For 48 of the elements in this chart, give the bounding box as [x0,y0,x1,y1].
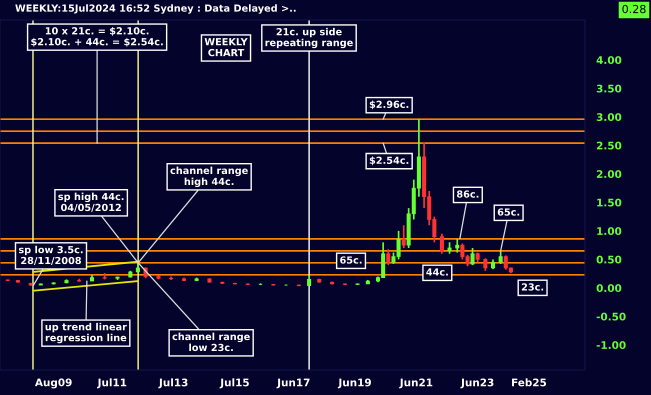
x-tick-label: Aug09 [34,378,72,388]
x-tick-label: Jun21 [399,378,432,388]
y-tick-label: -1.00 [596,341,626,350]
y-tick-label: 4.00 [596,56,622,64]
y-tick-label: 3.50 [596,84,622,93]
annotation: 86c. [456,190,478,198]
annotation: sp low 3.5c. 28/11/2008 [18,246,83,265]
annotation: 23c. [522,283,544,291]
annotation: 65c. [498,208,520,216]
chart-title: WEEKLY:15Jul2024 16:52 Sydney : Data Delayed >.. [15,4,296,14]
candlestick [455,238,460,254]
x-tick-label: Jun17 [276,378,310,388]
candlestick [476,252,480,264]
x-tick-label: Jun23 [460,378,494,388]
annotation: 10 x 21c. = $2.10c. $2.10c. + 44c. = $2.54c. [31,26,163,47]
candlestick [402,224,406,249]
candlestick [490,258,496,270]
annotation: channel range high 44c. [170,166,248,188]
candlestick [470,247,475,266]
annotation: 44c. [426,268,448,276]
y-tick-label: 2.50 [596,142,622,150]
y-tick-label: 0.50 [596,256,622,264]
annotation: 65c. [340,256,362,264]
annotation: sp high 44c. 04/05/2012 [58,192,124,212]
y-tick-label: 2.00 [596,170,622,178]
candlestick [440,232,444,255]
y-tick-label: 0.00 [596,284,622,292]
y-tick-label: 3.00 [596,113,622,122]
y-tick-label: 1.00 [597,227,622,236]
y-tick-label: 1.50 [597,198,622,207]
x-tick-label: Feb25 [512,378,546,386]
x-tick-label: Jul11 [97,378,126,388]
candlestick [498,250,503,265]
text: 0.28 [622,4,646,14]
annotation: channel range low 23c. [172,332,250,352]
candlestick [386,248,390,266]
candlestick [448,241,452,255]
candlestick [307,274,312,286]
annotation: up trend linear regression line [46,322,127,344]
annotation: $2.96c. [370,100,408,110]
annotation: $2.54c. [370,156,408,166]
y-tick-label: -0.50 [596,312,626,321]
x-tick-label: Jul15 [220,378,249,388]
x-tick-label: Jun19 [338,378,371,388]
annotation: WEEKLY CHART [204,38,248,56]
annotation: 21c. up side repeating range [266,28,353,48]
x-tick-label: Jul13 [158,378,188,388]
candlestick [483,257,488,272]
